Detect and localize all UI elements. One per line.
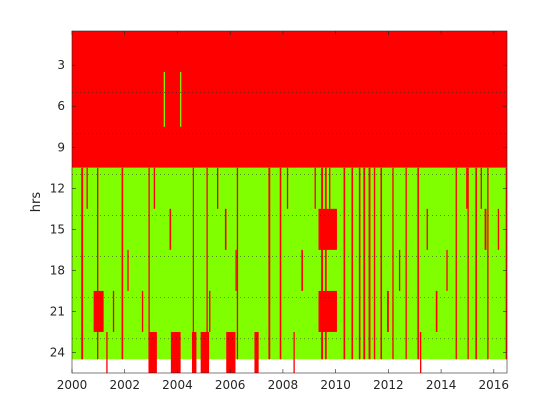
heatmap-cell [455,167,457,360]
y-tick-label: 3 [57,58,65,72]
heatmap-cell [318,208,337,250]
heatmap-cell [497,208,500,250]
heatmap-cell [358,167,361,360]
heatmap-cell [121,167,124,360]
heatmap-cell [268,167,271,360]
x-axis: 2000 2002 2004 2006 2008 2010 2012 2014 2016 [57,31,509,392]
x-tick-label: 2010 [320,378,351,392]
y-axis-label: hrs [29,192,44,213]
heatmap-cell [420,331,422,373]
heatmap-cell [106,331,108,373]
heatmap-cell [398,249,401,291]
heatmap-cell [392,167,394,360]
heatmap-cell [141,290,144,332]
heatmap-cell [325,167,327,360]
heatmap-cell [226,331,236,373]
heatmap-cell [97,167,99,360]
heatmap-cell [153,167,156,209]
heatmap-cell [314,167,316,209]
x-tick-label: 2004 [162,378,193,392]
heatmap-cell [487,167,489,360]
heatmap-cell [81,167,84,360]
y-tick-label: 24 [50,345,65,359]
y-tick-label: 12 [50,181,65,195]
x-tick-label: 2014 [426,378,457,392]
y-axis: 3 6 9 12 15 18 21 24 [50,58,507,359]
heatmap-cell [127,249,129,291]
heatmap-cell [321,167,323,360]
heatmap-cell [329,167,331,209]
heatmap-cell [505,167,507,360]
base-band-1 [72,167,507,360]
heatmap-cell [191,331,197,373]
heatmap-cell [200,331,210,373]
heatmap-cell [368,167,371,360]
heatmap-cell [373,167,376,360]
heatmap-cell [405,167,407,360]
heatmap-cell [192,167,194,360]
heatmap-cell [351,167,354,360]
heatmap-cell [380,167,383,360]
heatmap-cell [426,208,428,250]
heatmap-cell [466,167,468,209]
y-tick-label: 18 [50,263,65,277]
heatmap-cell [279,167,282,360]
x-tick-label: 2008 [268,378,299,392]
heatmap-cell [224,208,227,250]
heatmap-cell [467,167,469,360]
heatmap-cell [446,249,448,291]
heatmap-cell [293,331,295,373]
heatmap-cell [148,167,150,360]
heatmap-cell [169,208,172,250]
plot-frame [71,30,508,374]
x-tick-label: 2000 [57,378,88,392]
x-tick-label: 2002 [109,378,140,392]
heatmap-cell [318,290,337,332]
heatmap-cell [180,72,182,127]
heatmap-cell [148,331,157,373]
heatmap-cell [387,290,389,332]
heatmap-cell [163,72,165,127]
heatmap-cell [480,167,482,209]
heatmap-cell [236,167,239,360]
heatmap-cell [217,167,219,209]
heatmap-cell [206,167,208,360]
x-tick-label: 2012 [373,378,404,392]
heatmap-cell [363,167,366,360]
heatmap-cell [484,208,487,250]
heatmap-cell [286,167,289,209]
heatmap-cell [343,167,346,360]
heatmap-cell [417,167,419,360]
heatmap-cell [86,167,88,209]
heatmap-cell [301,249,303,291]
x-tick-label: 2016 [479,378,510,392]
heatmap-cell [209,290,211,332]
x-tick-label: 2006 [215,378,246,392]
heatmap-cell [475,167,477,360]
plot-area [72,31,507,373]
grid-lines [72,92,507,340]
heatmap-cell [435,290,438,332]
heatmap-cell [93,290,104,332]
heatmap-cell [254,331,259,373]
heatmap-cell [235,249,237,291]
heatmap-cell [112,290,115,332]
base-band-0 [72,31,507,168]
y-tick-label: 9 [57,140,65,154]
y-tick-label: 6 [57,99,65,113]
y-tick-label: 15 [50,222,65,236]
heatmap-cell [170,331,181,373]
y-tick-label: 21 [50,304,65,318]
